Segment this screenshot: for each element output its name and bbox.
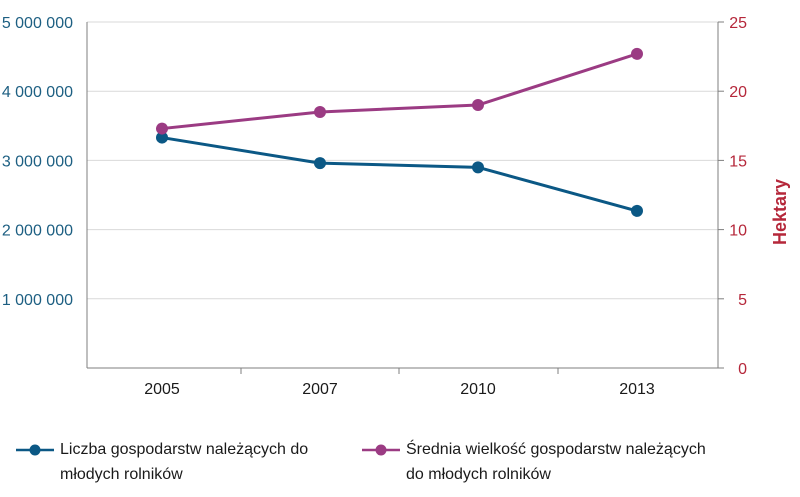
- legend-label-series-2-line-2: do młodych rolników: [406, 466, 551, 483]
- left-axis-tick-label: 1 000 000: [2, 292, 73, 309]
- series-1-point: [314, 157, 326, 170]
- x-axis-ticks: 2005 2007 2010 2013: [144, 381, 655, 398]
- series-2-point: [472, 99, 484, 112]
- left-axis-ticks: 1 000 000 2 000 000 3 000 000 4 000 000 5 00…: [2, 15, 73, 309]
- series-1-point: [156, 131, 168, 144]
- x-axis-tick-label: 2013: [619, 381, 655, 398]
- left-axis-tick-label: 2 000 000: [2, 223, 73, 240]
- series-points: [156, 47, 643, 217]
- series-1-point: [631, 204, 643, 217]
- chart: 1 000 000 2 000 000 3 000 000 4 000 000 5 00…: [2, 15, 790, 398]
- x-axis-tick-label: 2005: [144, 381, 180, 398]
- series-2-point: [156, 122, 168, 135]
- series-1-line: [161, 136, 638, 213]
- right-axis-tick-label: 25: [729, 15, 747, 32]
- series-lines: [161, 52, 638, 213]
- right-axis-tick-label: 20: [729, 84, 747, 101]
- right-axis-tick-label: 10: [729, 223, 747, 240]
- legend-label-series-1-line-1: Liczba gospodarstw należących do: [60, 441, 309, 458]
- series-1-point: [472, 161, 484, 174]
- x-axis-tick-label: 2010: [460, 381, 496, 398]
- legend-label-series-1: Liczba gospodarstw należących do młodych…: [60, 437, 308, 487]
- x-axis-tick-label: 2007: [302, 381, 338, 398]
- axes: [86, 21, 724, 374]
- legend-swatch-series-2: [362, 444, 400, 456]
- grid-lines: [87, 21, 718, 300]
- right-axis-tick-label: 15: [729, 153, 747, 170]
- legend-label-series-2-line-1: Średnia wielkość gospodarstw należących: [406, 441, 706, 458]
- right-axis-tick-label: 5: [738, 292, 747, 309]
- right-axis-title: Hektary: [770, 179, 790, 245]
- left-axis-tick-label: 4 000 000: [2, 84, 73, 101]
- legend-swatch-series-1: [16, 444, 54, 456]
- right-axis-ticks: 0 5 10 15 20 25: [729, 15, 747, 378]
- series-2-line: [161, 52, 638, 131]
- left-axis-tick-label: 3 000 000: [2, 153, 73, 170]
- legend-label-series-2: Średnia wielkość gospodarstw należących …: [406, 437, 706, 487]
- legend-label-series-1-line-2: młodych rolników: [60, 466, 183, 483]
- right-axis-tick-label: 0: [738, 361, 747, 378]
- left-axis-tick-label: 5 000 000: [2, 15, 73, 32]
- series-2-point: [631, 47, 643, 60]
- series-2-point: [314, 105, 326, 118]
